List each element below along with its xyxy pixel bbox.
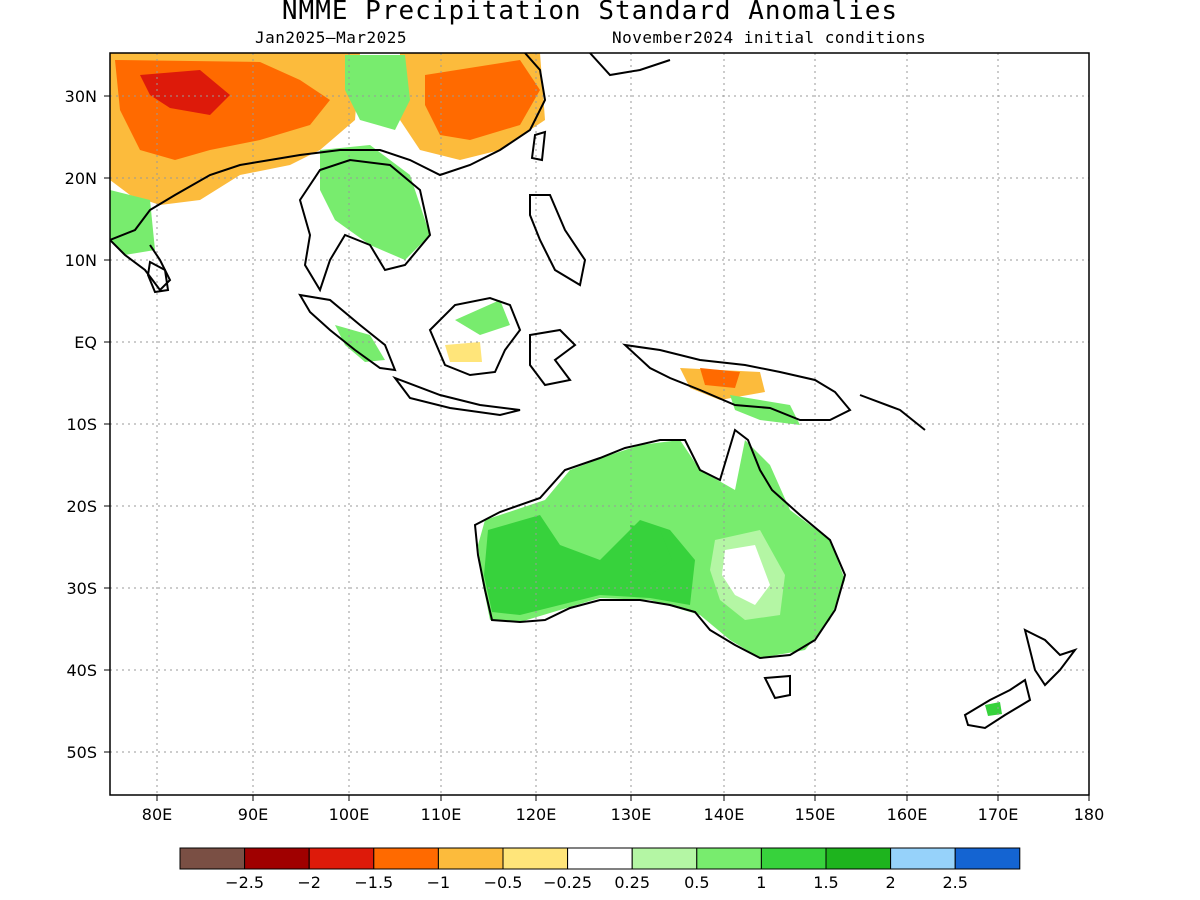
legend-label: 2.5 xyxy=(942,873,967,892)
tick-marks xyxy=(104,95,1090,801)
initial-conditions-subtitle: November2024 initial conditions xyxy=(612,28,927,47)
new-zealand-south-coast xyxy=(963,678,1032,730)
legend-label: 1.5 xyxy=(813,873,838,892)
china-drier-area xyxy=(425,60,540,140)
asia-coast xyxy=(110,53,547,241)
legend-swatch xyxy=(308,847,375,870)
legend-label: 2 xyxy=(886,873,896,892)
new-guinea-wet-area xyxy=(730,395,800,425)
tibet-very-dry-area xyxy=(140,70,230,115)
sulawesi-coast xyxy=(529,328,577,387)
legend-label: −0.25 xyxy=(543,873,592,892)
lat-label-10n: 10N xyxy=(65,251,97,270)
sumatra-wet-area xyxy=(335,325,385,362)
legend-label: −1.5 xyxy=(354,873,393,892)
indochina-coast xyxy=(298,158,432,293)
legend-swatch xyxy=(244,847,310,870)
legend-swatch xyxy=(954,847,1021,870)
legend-label: −0.5 xyxy=(484,873,523,892)
himalaya-wet-area xyxy=(345,55,410,130)
legend-swatch xyxy=(502,847,569,870)
borneo-dry-area xyxy=(445,342,482,362)
lon-label-140e: 140E xyxy=(704,805,745,824)
legend-swatch xyxy=(179,847,246,870)
borneo-wet-area xyxy=(455,300,510,335)
india-coast xyxy=(110,239,172,292)
lon-label-90e: 90E xyxy=(238,805,268,824)
new-guinea-coast xyxy=(621,343,852,421)
taiwan-coast xyxy=(530,130,547,162)
lat-label-30n: 30N xyxy=(65,87,97,106)
legend-swatch xyxy=(825,847,892,870)
graticule xyxy=(110,53,1089,795)
legend-label: 0.25 xyxy=(614,873,650,892)
lat-label-50s: 50S xyxy=(66,743,97,762)
legend-swatch xyxy=(890,847,956,870)
lon-label-170e: 170E xyxy=(978,805,1019,824)
lat-label-30s: 30S xyxy=(66,579,97,598)
nz-wet-spot xyxy=(985,702,1002,716)
map-title: NMME Precipitation Standard Anomalies xyxy=(281,0,899,26)
australia-coast xyxy=(473,428,847,660)
lat-label-20s: 20S xyxy=(66,497,97,516)
period-subtitle: Jan2025–Mar2025 xyxy=(255,28,407,47)
color-legend: −2.5 −2 −1.5 −1 −0.5 −0.25 0.25 0.5 1 1.5 2 2.5 xyxy=(179,847,1021,892)
lon-label-80e: 80E xyxy=(142,805,172,824)
tasmania-coast xyxy=(763,674,791,700)
coastlines xyxy=(110,53,1078,730)
lat-label-20n: 20N xyxy=(65,169,97,188)
legend-swatch xyxy=(696,847,762,870)
australia-wettest-area xyxy=(630,525,672,575)
legend-label: −2 xyxy=(297,873,321,892)
legend-swatch xyxy=(373,847,439,870)
sri-lanka-coast xyxy=(146,260,170,294)
lon-label-100e: 100E xyxy=(329,805,370,824)
legend-label: 0.5 xyxy=(684,873,709,892)
philippines-coast xyxy=(529,194,587,287)
lon-label-120e: 120E xyxy=(516,805,557,824)
japan-coast xyxy=(589,53,671,77)
new-zealand-north-coast xyxy=(1023,628,1078,687)
lon-label-130e: 130E xyxy=(611,805,652,824)
borneo-coast xyxy=(428,296,522,377)
legend-label: −1 xyxy=(427,873,451,892)
legend-swatch xyxy=(631,847,698,870)
legend-label: 1 xyxy=(756,873,766,892)
legend-swatch xyxy=(567,847,633,870)
java-coast xyxy=(392,375,521,417)
lat-label-40s: 40S xyxy=(66,661,97,680)
legend-label: −2.5 xyxy=(225,873,264,892)
new-guinea-drier-area xyxy=(700,368,740,388)
lat-label-eq: EQ xyxy=(74,333,97,352)
lon-label-180: 180 xyxy=(1074,805,1105,824)
lon-label-160e: 160E xyxy=(887,805,928,824)
australia-neutral-area xyxy=(722,545,770,605)
anomaly-field xyxy=(110,53,1002,716)
sumatra-coast xyxy=(298,293,397,372)
legend-swatch xyxy=(760,847,827,870)
lon-label-110e: 110E xyxy=(421,805,462,824)
solomon-coast xyxy=(859,394,926,431)
indochina-wet-area xyxy=(320,145,430,260)
lat-label-10s: 10S xyxy=(66,415,97,434)
legend-swatch xyxy=(437,847,504,870)
lon-label-150e: 150E xyxy=(795,805,836,824)
india-wet-area xyxy=(110,190,155,255)
